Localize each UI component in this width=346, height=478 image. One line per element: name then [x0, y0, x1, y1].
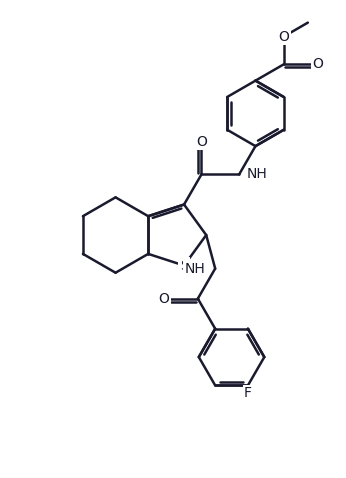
Text: O: O [312, 57, 323, 71]
Text: O: O [279, 30, 289, 43]
Text: O: O [196, 135, 207, 149]
Text: NH: NH [184, 261, 205, 276]
Text: NH: NH [247, 167, 268, 182]
Text: F: F [244, 386, 252, 401]
Text: S: S [180, 259, 189, 272]
Text: O: O [159, 292, 170, 305]
